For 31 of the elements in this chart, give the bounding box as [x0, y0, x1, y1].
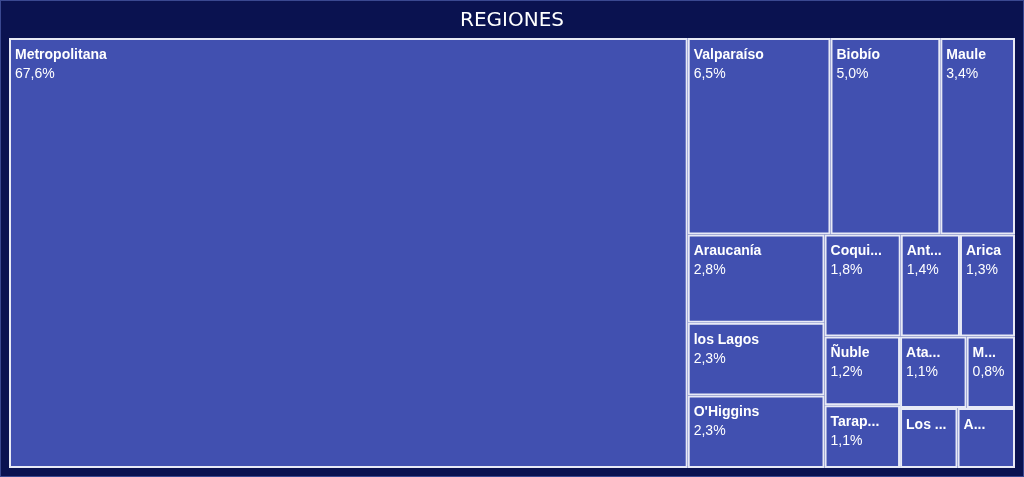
category-label: Ata... [906, 344, 941, 361]
data-label: 67,6% [15, 64, 55, 81]
category-label: O'Higgins [693, 403, 760, 420]
category-label: Maule [946, 45, 987, 62]
category-label: Tarap... [830, 412, 880, 429]
category-label: Ñuble [830, 343, 870, 361]
data-label: 2,3% [693, 349, 726, 366]
data-label: 1,4% [906, 261, 939, 278]
category-label: Los ... [906, 415, 947, 432]
data-label: 1,2% [830, 363, 863, 380]
data-label: 1,1% [906, 363, 938, 380]
category-label: Metropolitana [15, 45, 107, 62]
data-label: 3,4% [946, 64, 979, 81]
category-label: Araucanía [693, 242, 762, 259]
category-label: A... [963, 415, 986, 432]
data-label: 2,8% [693, 261, 726, 278]
data-label: 5,0% [836, 64, 869, 81]
category-label: Valparaíso [693, 45, 764, 62]
category-label: M... [972, 344, 996, 361]
data-label: 2,3% [693, 422, 726, 439]
category-label: Biobío [836, 45, 881, 62]
data-label: 0,8% [972, 363, 1005, 380]
category-label: Arica [965, 242, 1002, 259]
data-label: 1,3% [965, 261, 998, 278]
category-label: los Lagos [693, 330, 760, 347]
category-label: Coqui... [830, 242, 882, 259]
data-label: 1,8% [830, 261, 863, 278]
data-label: 1,1% [830, 431, 863, 448]
data-label: 6,5% [693, 64, 726, 81]
text: REGIONES [459, 6, 565, 33]
category-label: Ant... [906, 242, 942, 259]
